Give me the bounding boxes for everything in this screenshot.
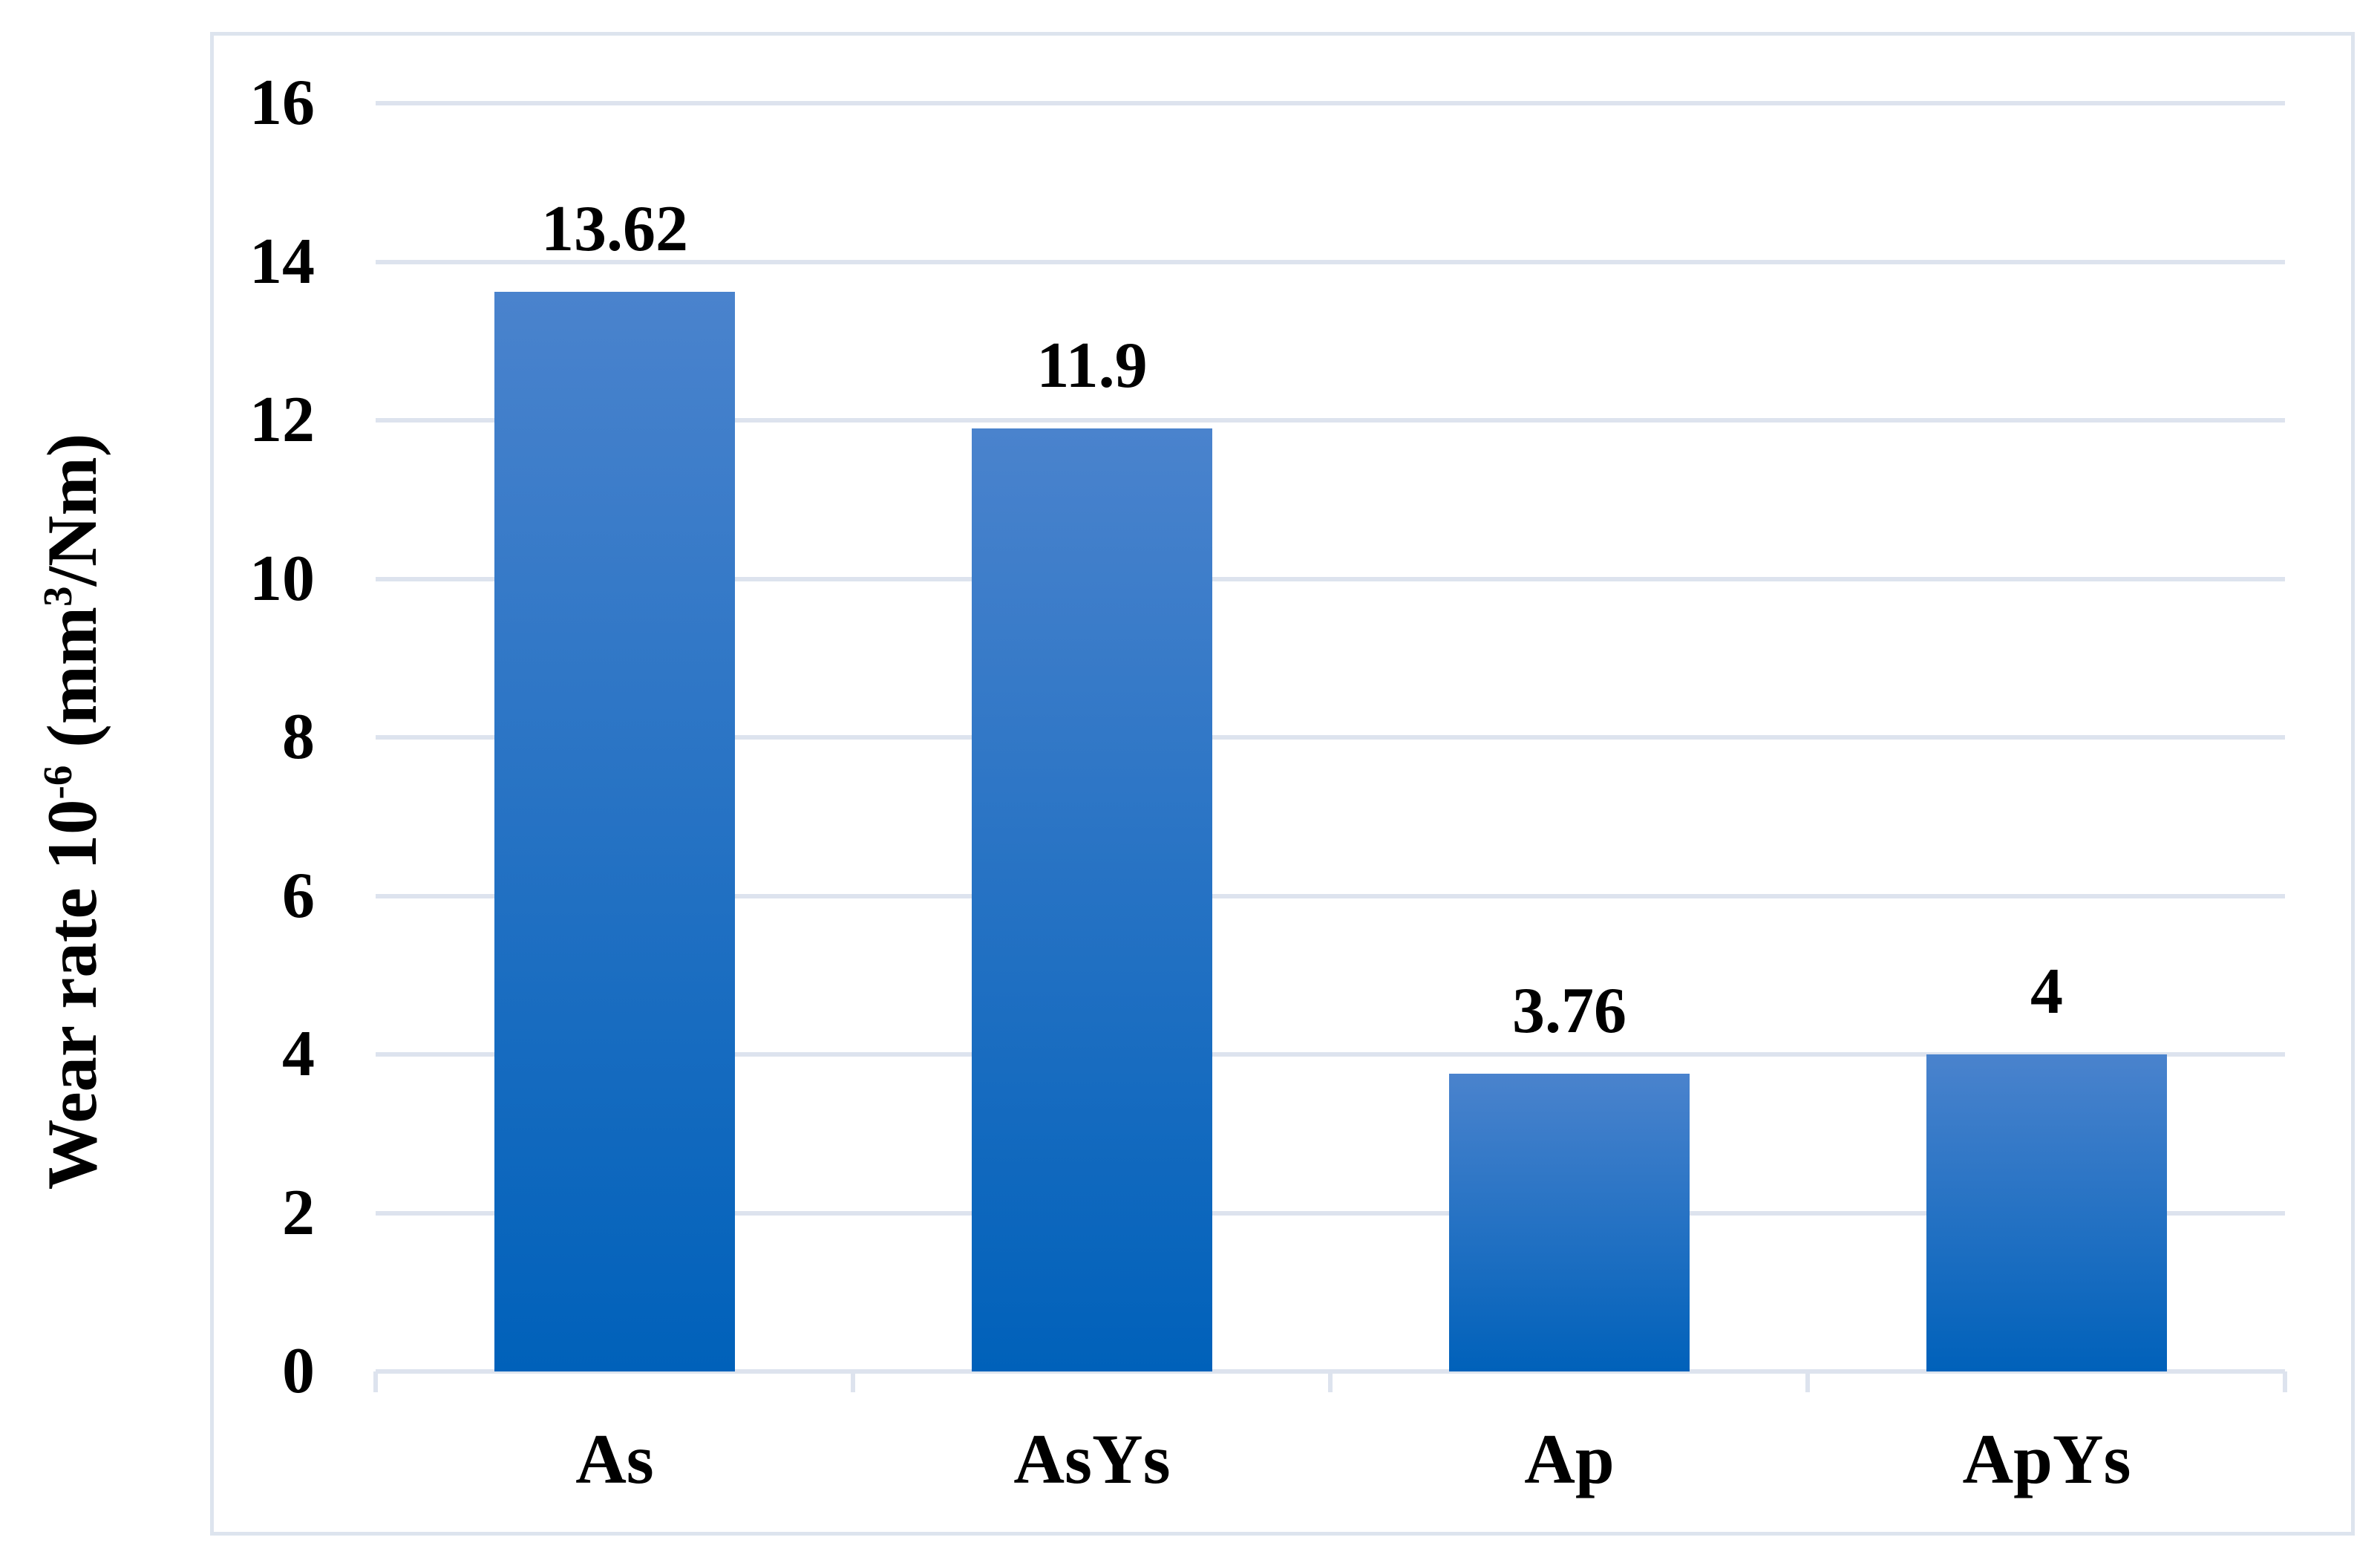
bar-AsYs [972, 428, 1212, 1371]
y-title-prefix: Wear rate 10 [33, 799, 111, 1190]
gridline-y-10 [376, 576, 2285, 581]
y-tick-label-2: 2 [282, 1177, 315, 1249]
gridline-y-16 [376, 101, 2285, 105]
gridline-y-12 [376, 418, 2285, 423]
x-axis-tick [1328, 1371, 1333, 1392]
bar-Ap [1449, 1074, 1690, 1371]
x-axis-tick [1805, 1371, 1810, 1392]
x-axis-tick [2283, 1371, 2287, 1392]
bar-value-label: 13.62 [541, 193, 688, 265]
y-tick-label-8: 8 [282, 701, 315, 773]
x-category-label-ApYs: ApYs [1962, 1420, 2131, 1498]
y-tick-label-14: 14 [249, 226, 315, 298]
gridline-y-8 [376, 735, 2285, 740]
y-tick-label-12: 12 [249, 384, 315, 456]
y-title-exponent: -6 [34, 765, 80, 800]
gridline-y-6 [376, 893, 2285, 898]
bar-value-label: 3.76 [1512, 975, 1627, 1047]
y-title-cubed: 3 [34, 586, 80, 607]
x-axis-tick [373, 1371, 378, 1392]
chart-border-frame [210, 32, 2355, 1536]
y-tick-label-0: 0 [282, 1335, 315, 1407]
bar-ApYs [1926, 1054, 2167, 1371]
y-tick-label-6: 6 [282, 860, 315, 932]
gridline-y-14 [376, 259, 2285, 264]
gridline-y-2 [376, 1210, 2285, 1216]
y-tick-label-16: 16 [249, 67, 315, 139]
gridline-y-4 [376, 1052, 2285, 1057]
y-title-suffix: /Nm) [33, 433, 111, 587]
x-category-label-AsYs: AsYs [1013, 1420, 1171, 1498]
x-category-label-As: As [575, 1420, 654, 1498]
x-axis-tick [851, 1371, 855, 1392]
bar-As [494, 292, 735, 1371]
bar-value-label: 4 [2030, 956, 2063, 1028]
bar-value-label: 11.9 [1036, 330, 1148, 402]
y-title-mid: (mm [33, 606, 111, 766]
plot-area: 13.62 11.9 3.76 4 [373, 101, 2287, 1392]
y-tick-label-4: 4 [282, 1018, 315, 1090]
x-category-label-Ap: Ap [1524, 1420, 1615, 1498]
y-tick-label-10: 10 [249, 543, 315, 615]
y-axis-title: Wear rate 10-6 (mm3/Nm) [20, 292, 124, 1331]
